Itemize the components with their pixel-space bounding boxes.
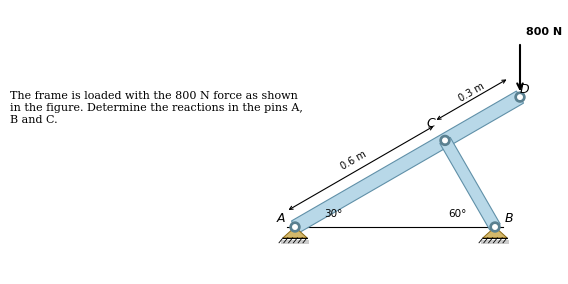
Text: 0.3 m: 0.3 m xyxy=(457,81,487,104)
Polygon shape xyxy=(283,227,307,238)
Text: 30°: 30° xyxy=(324,209,342,219)
Polygon shape xyxy=(440,137,500,230)
Text: C: C xyxy=(426,117,435,130)
Circle shape xyxy=(493,225,497,229)
Circle shape xyxy=(290,222,300,232)
Bar xyxy=(481,240,509,244)
Text: 0.6 m: 0.6 m xyxy=(339,149,368,172)
Polygon shape xyxy=(291,91,524,233)
Text: 60°: 60° xyxy=(448,209,466,219)
Text: A: A xyxy=(277,212,285,225)
Text: D: D xyxy=(520,83,529,96)
Circle shape xyxy=(440,135,450,145)
Circle shape xyxy=(442,138,447,143)
Circle shape xyxy=(518,95,522,99)
Circle shape xyxy=(515,92,525,102)
Text: B: B xyxy=(505,212,513,225)
Polygon shape xyxy=(483,227,507,238)
Circle shape xyxy=(490,222,500,232)
Text: The frame is loaded with the 800 N force as shown
in the figure. Determine the r: The frame is loaded with the 800 N force… xyxy=(10,91,303,124)
Circle shape xyxy=(293,225,297,229)
Bar xyxy=(281,240,309,244)
Text: 800 N: 800 N xyxy=(526,27,562,37)
